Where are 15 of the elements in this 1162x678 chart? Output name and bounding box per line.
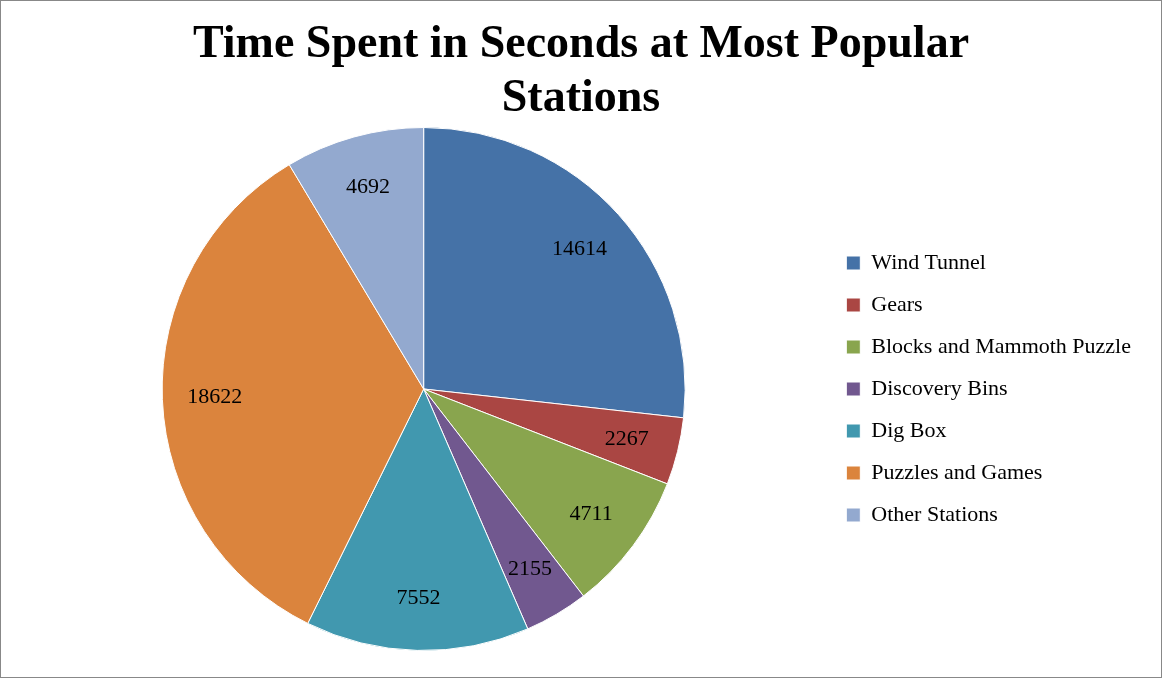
legend-label: Blocks and Mammoth Puzzle bbox=[871, 332, 1132, 358]
data-label: 4692 bbox=[345, 173, 390, 199]
data-label: 2267 bbox=[604, 424, 649, 450]
chart-title: Time Spent in Seconds at Most Popular Stations bbox=[191, 15, 971, 123]
legend-label: Wind Tunnel bbox=[871, 248, 986, 274]
data-label: 2155 bbox=[508, 554, 553, 580]
data-label: 4711 bbox=[569, 500, 613, 526]
data-label: 7552 bbox=[396, 583, 441, 609]
legend-label: Puzzles and Games bbox=[871, 458, 1043, 484]
legend-label: Dig Box bbox=[871, 416, 947, 442]
data-label: 18622 bbox=[187, 383, 243, 409]
legend-label: Gears bbox=[871, 290, 923, 316]
data-label: 14614 bbox=[552, 235, 608, 261]
legend-label: Discovery Bins bbox=[871, 374, 1008, 400]
legend-label: Other Stations bbox=[871, 500, 998, 526]
